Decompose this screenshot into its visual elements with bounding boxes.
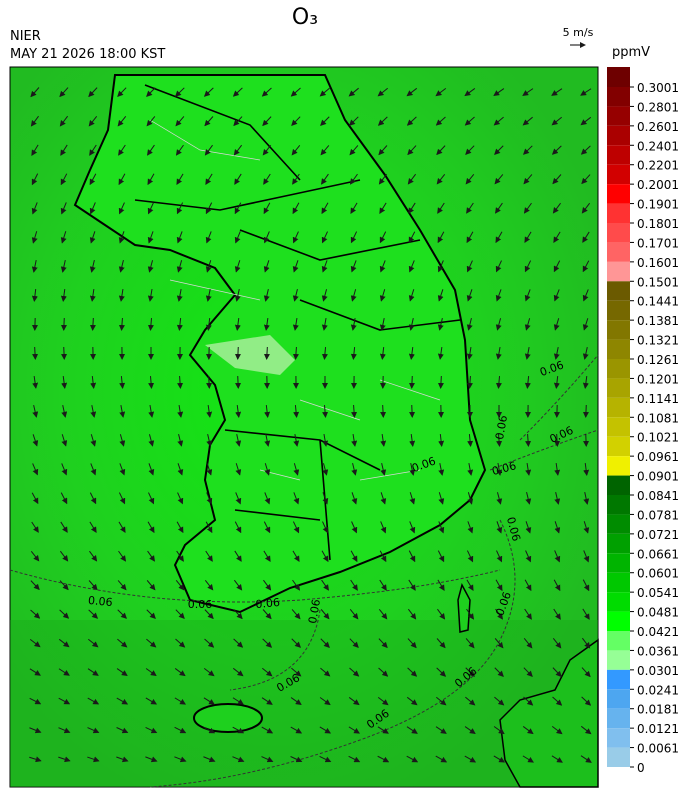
- wind-arrow: [441, 376, 442, 388]
- colorbar-label: 0.0781: [637, 508, 679, 522]
- colorbar-label: 0.0241: [637, 683, 679, 697]
- contour-label: 0.06: [188, 598, 213, 611]
- colorbar-segment: [607, 145, 630, 164]
- wind-arrow: [586, 405, 587, 417]
- colorbar-label: 0.1201: [637, 372, 679, 386]
- colorbar-label: 0.0541: [637, 586, 679, 600]
- colorbar-label: 0.0901: [637, 470, 679, 484]
- colorbar-segment: [607, 650, 630, 669]
- wind-arrow: [267, 347, 268, 359]
- contour-label: 0.06: [88, 594, 114, 609]
- colorbar-label: 0.0421: [637, 625, 679, 639]
- colorbar-label: 0.1381: [637, 314, 679, 328]
- colorbar-label: 0.0961: [637, 450, 679, 464]
- colorbar-segment: [607, 670, 630, 689]
- colorbar-label: 0.1261: [637, 353, 679, 367]
- colorbar-label: 0.1801: [637, 217, 679, 231]
- colorbar-label: 0.0301: [637, 664, 679, 678]
- colorbar-segment: [607, 106, 630, 125]
- colorbar-label: 0.0721: [637, 528, 679, 542]
- colorbar-segment: [607, 748, 630, 767]
- colorbar-label: 0.2201: [637, 159, 679, 173]
- colorbar-label: 0.0841: [637, 489, 679, 503]
- colorbar-label: 0.1441: [637, 295, 679, 309]
- colorbar-segment: [607, 67, 630, 87]
- unit: ppmV: [612, 45, 650, 60]
- colorbar-label: 0.1601: [637, 256, 679, 270]
- colorbar-segment: [607, 223, 630, 242]
- colorbar-label: 0.0181: [637, 703, 679, 717]
- colorbar: 0.3001 0.2801 0.2601 0.2401 0.2201 0.2001 0.19…: [607, 67, 679, 775]
- colorbar-label: 0.0601: [637, 567, 679, 581]
- colorbar-segment: [607, 126, 630, 145]
- colorbar-segment: [607, 709, 630, 728]
- colorbar-label: 0.1901: [637, 198, 679, 212]
- colorbar-label: 0.0661: [637, 547, 679, 561]
- colorbar-label: 0.1141: [637, 392, 679, 406]
- colorbar-label: 0.0061: [637, 742, 679, 756]
- colorbar-segment: [607, 204, 630, 223]
- contour-label: 0.06: [255, 596, 281, 611]
- colorbar-segment: [607, 242, 630, 261]
- colorbar-segment: [607, 262, 630, 281]
- colorbar-segment: [607, 437, 630, 456]
- colorbar-segment: [607, 417, 630, 436]
- colorbar-label: 0.1081: [637, 411, 679, 425]
- colorbar-label: 0.0121: [637, 722, 679, 736]
- colorbar-segment: [607, 476, 630, 495]
- colorbar-segment: [607, 378, 630, 397]
- colorbar-label: 0.1501: [637, 275, 679, 289]
- wind-arrow: [383, 405, 384, 417]
- colorbar-label: 0.1701: [637, 236, 679, 250]
- colorbar-segment: [607, 320, 630, 339]
- wind-arrow: [93, 318, 94, 330]
- colorbar-segment: [607, 184, 630, 203]
- wind-arrow: [412, 405, 413, 417]
- colorbar-segment: [607, 592, 630, 611]
- colorbar-segment: [607, 456, 630, 475]
- wind-arrow: [35, 347, 36, 359]
- colorbar-segment: [607, 87, 630, 106]
- colorbar-label: 0.0361: [637, 644, 679, 658]
- colorbar-label: 0.2401: [637, 139, 679, 153]
- colorbar-segment: [607, 165, 630, 184]
- colorbar-segment: [607, 359, 630, 378]
- wind-arrow: [412, 376, 413, 388]
- agency: NIER: [10, 29, 41, 44]
- colorbar-segment: [607, 281, 630, 300]
- colorbar-segment: [607, 612, 630, 631]
- colorbar-label: 0.3001: [637, 81, 679, 95]
- colorbar-segment: [607, 553, 630, 572]
- colorbar-segment: [607, 631, 630, 650]
- wind-arrow: [64, 318, 65, 330]
- colorbar-label: 0.2001: [637, 178, 679, 192]
- wind-arrow: [209, 376, 210, 388]
- colorbar-segment: [607, 514, 630, 533]
- colorbar-label: 0.0481: [637, 606, 679, 620]
- colorbar-segment: [607, 398, 630, 417]
- colorbar-label: 0.2801: [637, 100, 679, 114]
- colorbar-label: 0.2601: [637, 120, 679, 134]
- colorbar-label: 0: [637, 761, 645, 775]
- colorbar-segment: [607, 495, 630, 514]
- colorbar-segment: [607, 340, 630, 359]
- colorbar-segment: [607, 728, 630, 747]
- colorbar-segment: [607, 301, 630, 320]
- colorbar-segment: [607, 573, 630, 592]
- colorbar-label: 0.1321: [637, 334, 679, 348]
- datetime: MAY 21 2026 18:00 KST: [10, 47, 165, 62]
- wind-reference: 5 m/s: [563, 26, 594, 39]
- colorbar-segment: [607, 534, 630, 553]
- wind-arrow: [64, 347, 65, 359]
- wind-arrow: [238, 376, 239, 388]
- colorbar-label: 0.1021: [637, 431, 679, 445]
- colorbar-segment: [607, 689, 630, 708]
- title: O₃: [292, 5, 318, 30]
- wind-arrow: [238, 347, 239, 359]
